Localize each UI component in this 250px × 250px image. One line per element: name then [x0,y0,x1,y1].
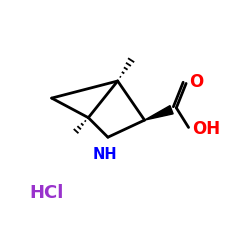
Text: NH: NH [93,148,117,162]
Text: HCl: HCl [30,184,64,202]
Text: OH: OH [192,120,220,138]
Polygon shape [144,106,173,120]
Text: O: O [189,73,203,91]
